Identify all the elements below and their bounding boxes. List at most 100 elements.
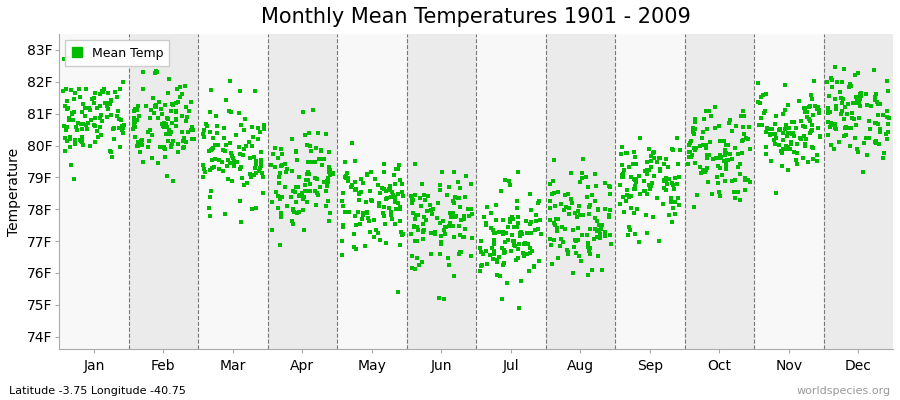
Point [204, 87, 219, 93]
Point [169, 115, 184, 122]
Point [216, 146, 230, 153]
Point [480, 260, 494, 267]
Point [211, 142, 225, 148]
Point [196, 174, 211, 180]
Point [219, 211, 233, 218]
Point [835, 79, 850, 86]
Point [800, 114, 814, 120]
Point [100, 103, 114, 110]
Point [75, 136, 89, 143]
Point [660, 156, 674, 162]
Point [94, 112, 108, 118]
Point [602, 207, 616, 214]
Point [376, 213, 391, 219]
Point [416, 228, 430, 234]
Point [603, 190, 617, 197]
Point [684, 138, 698, 144]
Point [615, 174, 629, 180]
Point [203, 167, 218, 174]
Point [157, 120, 171, 127]
Point [483, 252, 498, 258]
Point [685, 152, 699, 158]
Point [297, 227, 311, 233]
Point [140, 144, 155, 151]
Point [62, 115, 77, 121]
Point [363, 188, 377, 194]
Point [787, 132, 801, 139]
Point [839, 124, 853, 130]
Point [410, 255, 424, 261]
Point [838, 103, 852, 110]
Point [319, 131, 333, 137]
Point [756, 92, 770, 98]
Point [437, 224, 452, 230]
Point [220, 157, 235, 163]
Point [489, 217, 503, 223]
Point [139, 103, 153, 110]
Point [197, 134, 211, 140]
Point [321, 165, 336, 172]
Bar [267, 34, 338, 349]
Point [248, 172, 262, 178]
Point [867, 66, 881, 73]
Bar [824, 34, 893, 349]
Point [199, 120, 213, 127]
Point [389, 166, 403, 173]
Point [686, 124, 700, 131]
Point [160, 116, 175, 122]
Point [217, 124, 231, 131]
Point [881, 129, 896, 135]
Point [589, 183, 603, 189]
Point [451, 179, 465, 186]
Point [786, 129, 800, 136]
Point [322, 166, 337, 173]
Point [317, 156, 331, 162]
Point [576, 156, 590, 162]
Point [348, 213, 363, 220]
Point [393, 218, 408, 224]
Point [63, 134, 77, 140]
Point [314, 148, 328, 154]
Point [175, 91, 189, 97]
Point [788, 119, 802, 125]
Point [472, 245, 487, 252]
Point [408, 266, 422, 273]
Point [864, 103, 878, 109]
Point [197, 166, 211, 172]
Point [372, 200, 386, 206]
Point [627, 148, 642, 155]
Point [628, 176, 643, 182]
Point [361, 215, 375, 221]
Point [868, 94, 883, 100]
Point [68, 137, 82, 144]
Point [554, 224, 569, 230]
Point [204, 164, 219, 171]
Point [727, 177, 742, 183]
Point [452, 195, 466, 202]
Point [479, 221, 493, 227]
Point [298, 182, 312, 188]
Point [169, 86, 184, 92]
Point [285, 136, 300, 142]
Point [444, 210, 458, 217]
Point [598, 179, 612, 186]
Point [447, 169, 462, 175]
Point [683, 140, 698, 146]
Point [697, 115, 711, 122]
Point [87, 95, 102, 102]
Point [68, 123, 83, 130]
Point [275, 162, 290, 168]
Point [392, 205, 407, 212]
Point [787, 149, 801, 155]
Point [494, 245, 508, 251]
Point [641, 167, 655, 173]
Point [860, 135, 874, 141]
Point [87, 139, 102, 145]
Point [319, 188, 333, 194]
Point [510, 255, 525, 261]
Point [347, 231, 362, 237]
Point [527, 227, 542, 234]
Point [161, 138, 176, 144]
Point [278, 183, 293, 190]
Point [702, 108, 716, 114]
